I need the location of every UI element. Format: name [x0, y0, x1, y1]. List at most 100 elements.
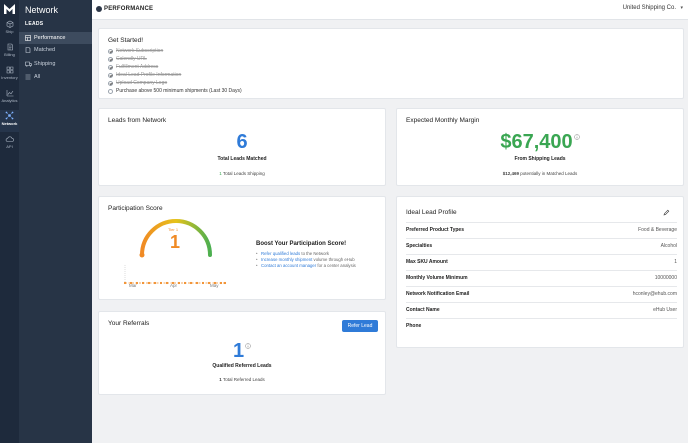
margin-card: Expected Monthly Margin $67,400 From Shi…: [396, 108, 684, 186]
profile-row-label: Contact Name: [406, 307, 440, 313]
boost-item: Refer qualified leads to the Network: [256, 251, 356, 257]
boost-item-text: for a center analysis: [316, 263, 356, 269]
profile-row: Monthly Volume Minimum 10000000: [406, 270, 677, 286]
margin-title: Expected Monthly Margin: [406, 117, 480, 124]
contact-manager-link[interactable]: Contact an account manager: [261, 263, 317, 269]
truck-icon: [25, 61, 32, 67]
rail-item-api[interactable]: API: [0, 135, 19, 157]
score-trend-points: [123, 281, 227, 285]
section-sidebar: Network LEADS Performance Matched Shippi…: [19, 0, 92, 443]
check-icon: [108, 64, 113, 70]
info-icon[interactable]: [573, 134, 580, 140]
boost-item: Increase monthly shipment volume through…: [256, 257, 356, 263]
rail-label-network: Network: [1, 121, 18, 126]
margin-potential: $12,469 potentially in Matched Leads: [397, 171, 683, 176]
margin-amount: $67,400: [500, 131, 573, 153]
checklist-label: Network Subscription: [116, 48, 164, 54]
referred-leads-label: Qualified Referred Leads: [212, 363, 272, 369]
score-value: 1: [170, 232, 181, 252]
empty-circle-icon: [108, 88, 113, 94]
company-selector[interactable]: United Shipping Co.: [622, 5, 676, 11]
boost-item-text: volume through eHub: [312, 257, 355, 263]
rail-label-ship: Ship: [5, 29, 14, 34]
checklist-item: Ideal Lead Profile Information: [108, 71, 181, 79]
profile-row-value: Food & Beverage: [638, 227, 677, 233]
get-started-card: Get Started! Network Subscription Calend…: [98, 28, 684, 99]
referred-total-text: Total Referred Leads: [221, 377, 265, 382]
rail-item-ship[interactable]: Ship: [0, 20, 19, 42]
icon-rail: Ship Billing Inventory Analytics Network…: [0, 0, 19, 443]
profile-row-value: 10000000: [654, 275, 677, 281]
profile-row: Specialties Alcohol: [406, 238, 677, 254]
document-icon: [25, 47, 31, 53]
profile-row: Network Notification Email hconley@ehub.c…: [406, 286, 677, 302]
get-started-title: Get Started!: [108, 37, 144, 44]
margin-label: From Shipping Leads: [514, 156, 566, 162]
profile-row-label: Network Notification Email: [406, 291, 470, 297]
sidebar-item-shipping[interactable]: Shipping: [19, 58, 92, 70]
profile-row-value: 1: [674, 259, 677, 265]
boost-item-text: to the Network: [300, 251, 330, 256]
network-icon: [5, 111, 14, 120]
participation-card: Participation Score Tier 1 1 Mar Apr May…: [98, 196, 386, 300]
month-label: May: [210, 283, 219, 288]
pencil-icon[interactable]: [663, 209, 670, 216]
cloud-icon: [5, 136, 14, 142]
chevron-down-icon[interactable]: ▾: [680, 5, 683, 11]
rail-label-billing: Billing: [4, 52, 15, 57]
profile-row: Phone: [406, 318, 677, 334]
boost-item: Contact an account manager for a center …: [256, 263, 356, 269]
check-icon: [108, 56, 113, 62]
rail-item-network[interactable]: Network: [0, 110, 19, 132]
checklist-item: Upload Company Logo: [108, 79, 167, 87]
checklist-item: Purchase above 500 minimum shipments (La…: [108, 87, 242, 95]
sidebar-item-all[interactable]: All: [19, 71, 92, 83]
rail-item-analytics[interactable]: Analytics: [0, 89, 19, 111]
gauge-arc: [140, 219, 212, 257]
referrals-card: Your Referrals Refer Lead 1 Qualified Re…: [98, 311, 386, 395]
checklist-label: Calendly URL: [116, 56, 147, 62]
ehub-logo-icon[interactable]: [3, 3, 16, 15]
referred-leads-value: 1: [99, 340, 385, 363]
sidebar-item-matched[interactable]: Matched: [19, 44, 92, 56]
refer-leads-link[interactable]: Refer qualified leads: [261, 251, 301, 256]
sidebar-item-performance[interactable]: Performance: [19, 32, 92, 44]
leads-matched-value: 6: [236, 131, 248, 153]
document-icon: [7, 43, 13, 51]
ideal-lead-title: Ideal Lead Profile: [406, 209, 457, 216]
tier-label: Tier 1: [168, 227, 179, 232]
checklist-label: Upload Company Logo: [116, 80, 168, 86]
checklist-item: Calendly URL: [108, 55, 147, 63]
profile-row-value: eHub User: [653, 307, 677, 313]
performance-icon: [96, 6, 102, 12]
check-icon: [108, 48, 113, 54]
checklist-item: Fulfillment Address: [108, 63, 158, 71]
rail-item-billing[interactable]: Billing: [0, 43, 19, 65]
refer-lead-button[interactable]: Refer Lead: [342, 320, 378, 332]
checklist-label: Ideal Lead Profile Information: [116, 72, 182, 78]
grid-icon: [6, 66, 13, 74]
participation-gauge: [123, 219, 227, 285]
boost-title: Boost Your Participation Score!: [256, 241, 347, 247]
rail-item-inventory[interactable]: Inventory: [0, 66, 19, 88]
sidebar-item-label: All: [34, 74, 41, 80]
checklist-label: Fulfillment Address: [116, 64, 159, 70]
increase-shipments-link[interactable]: Increase monthly shipment: [261, 257, 313, 263]
leads-shipping-summary: 1 Total Leads Shipping: [99, 171, 385, 176]
box-icon: [6, 20, 13, 28]
chart-icon: [6, 90, 13, 97]
rail-label-api: API: [6, 144, 13, 149]
profile-row-label: Preferred Product Types: [406, 227, 464, 233]
info-icon[interactable]: [245, 343, 251, 349]
sidebar-item-label: Matched: [34, 47, 56, 53]
checklist-item: Network Subscription: [108, 47, 163, 55]
leads-shipping-text: Total Leads Shipping: [221, 171, 265, 176]
sidebar-section-header: LEADS: [25, 21, 44, 27]
profile-row: Contact Name eHub User: [406, 302, 677, 318]
check-icon: [108, 80, 113, 86]
sidebar-title: Network: [25, 5, 59, 15]
profile-row: Max SKU Amount 1: [406, 254, 677, 270]
referred-total-count: 1: [219, 377, 222, 382]
profile-row-label: Max SKU Amount: [406, 259, 448, 265]
margin-potential-text: potentially in Matched Leads: [518, 171, 578, 176]
